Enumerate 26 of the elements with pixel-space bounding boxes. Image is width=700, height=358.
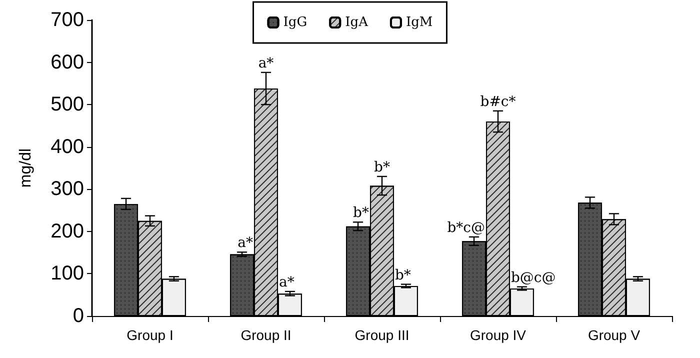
y-tick-label: 400: [50, 136, 84, 158]
y-tick-label: 300: [50, 178, 84, 200]
data-label: b@c@: [510, 270, 556, 286]
x-tick-label: Group IV: [470, 327, 527, 343]
y-tick-label: 200: [50, 220, 84, 242]
legend-label: IgA: [345, 15, 369, 30]
data-label: a*: [238, 235, 254, 252]
x-tick-label: Group V: [588, 327, 641, 343]
legend-label: IgM: [406, 15, 433, 30]
legend-label: IgG: [283, 15, 308, 30]
x-tick-label: Group II: [240, 327, 292, 343]
data-label: a*: [258, 55, 274, 72]
data-label: a*: [278, 274, 294, 290]
y-tick-label: 500: [50, 94, 84, 116]
y-tick-label: 0: [72, 305, 84, 327]
y-tick-label: 600: [50, 51, 84, 74]
y-tick-label: 700: [50, 9, 84, 31]
data-label: b*c@: [447, 220, 486, 236]
data-label: b*: [394, 267, 411, 284]
y-tick-label: 100: [50, 262, 84, 285]
data-label: b*: [374, 159, 390, 176]
x-tick-label: Group III: [354, 327, 410, 343]
y-axis-title: mg/dl: [18, 148, 34, 188]
x-tick-label: Group I: [126, 327, 174, 343]
data-label: b#c*: [480, 94, 516, 110]
data-label: b*: [353, 205, 370, 222]
